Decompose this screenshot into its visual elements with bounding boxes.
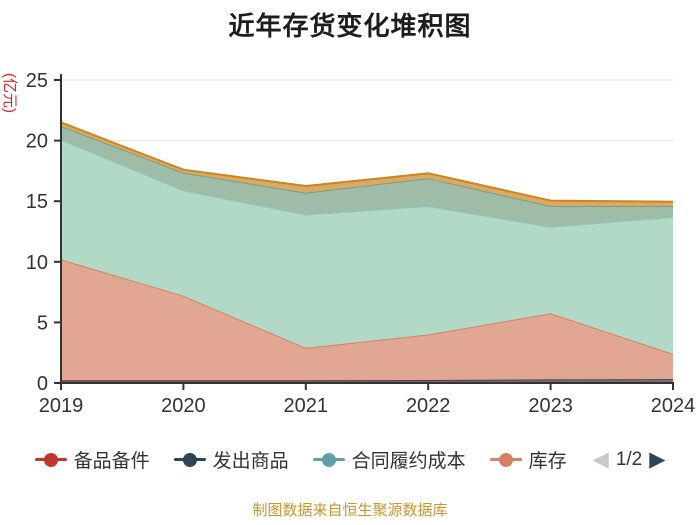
x-tick-label: 2020	[161, 395, 206, 417]
line-series-icon	[173, 452, 206, 468]
area-band-page2-green	[61, 139, 673, 354]
legend-label: 备品备件	[73, 451, 150, 472]
area-band-page2-sage	[61, 126, 673, 227]
legend-page-indicator: 1/2	[615, 448, 643, 470]
x-tick-label: 2022	[406, 395, 451, 417]
y-tick-label: 0	[37, 373, 48, 395]
legend-item-1[interactable]: 备品备件	[34, 446, 150, 473]
x-tick-label: 2019	[39, 395, 84, 417]
legend-item-4[interactable]: 库存	[489, 446, 567, 473]
legend-item-2[interactable]: 发出商品	[173, 446, 289, 473]
legend-next-arrow[interactable]: ▶	[649, 448, 666, 471]
legend-prev-arrow[interactable]: ◀	[592, 448, 609, 471]
y-tick-label: 10	[26, 252, 48, 274]
chart-title: 近年存货变化堆积图	[228, 11, 472, 41]
y-tick-label: 5	[37, 312, 48, 334]
line-series-icon	[489, 452, 522, 468]
legend-label: 库存	[528, 451, 567, 472]
legend-item-3[interactable]: 合同履约成本	[312, 446, 466, 473]
legend-label: 发出商品	[212, 451, 289, 472]
legend-label: 合同履约成本	[351, 451, 466, 472]
y-tick-label: 20	[26, 131, 48, 153]
line-series-icon	[34, 452, 67, 468]
legend-pager: ◀ 1/2 ▶	[593, 449, 666, 471]
x-tick-label: 2023	[528, 395, 573, 417]
area-band-inventory	[61, 259, 673, 381]
line-series-icon	[312, 452, 345, 468]
legend: 备品备件 发出商品 合同履约成本 库存 ◀ 1/2 ▶	[0, 446, 700, 473]
stacked-area-chart[interactable]: 0 5 10 15 20 25 2019 2020 2021 2022 2023 2024 (亿元)	[0, 0, 700, 440]
y-axis-name: (亿元)	[1, 73, 18, 113]
x-tick-label: 2024	[651, 395, 696, 417]
data-source-note: 制图数据来自恒生聚源数据库	[252, 502, 448, 519]
line-band-page2-gold	[60, 121, 674, 203]
x-tick-label: 2021	[284, 395, 329, 417]
y-tick-label: 25	[26, 70, 48, 92]
y-tick-label: 15	[26, 191, 48, 213]
